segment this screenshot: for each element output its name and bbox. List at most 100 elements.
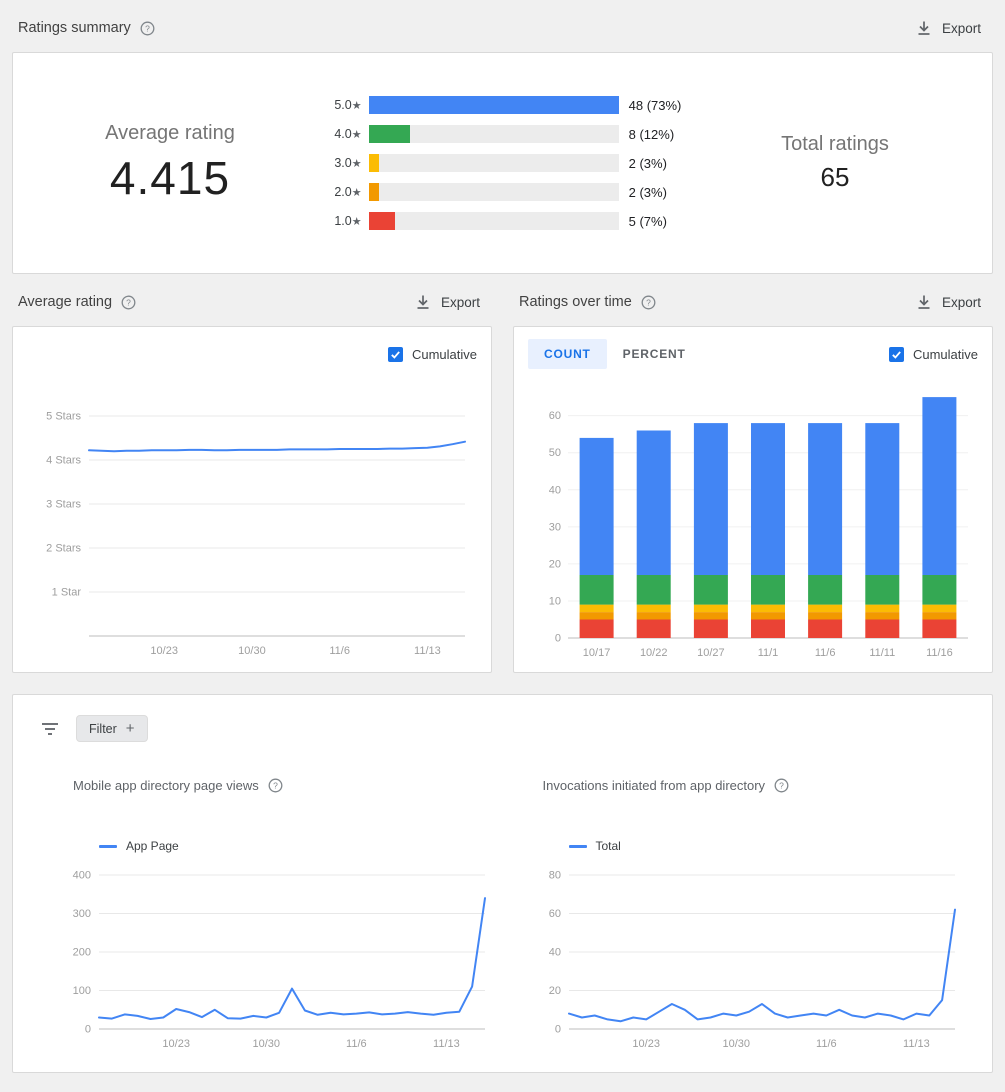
filter-row: Filter + xyxy=(33,711,972,746)
svg-text:400: 400 xyxy=(73,870,91,882)
svg-text:10: 10 xyxy=(549,595,561,607)
average-rating-card: Cumulative 1 Star 2 Stars 3 Stars 4 Stars 5 … xyxy=(12,326,492,673)
svg-text:1 Star: 1 Star xyxy=(52,587,82,599)
svg-text:60: 60 xyxy=(549,410,561,422)
total-ratings-value: 65 xyxy=(820,162,850,192)
star-level-label: 1.0★ xyxy=(334,214,362,228)
svg-text:11/16: 11/16 xyxy=(926,647,953,659)
page-views-line-chart: 0 100 200 300 400 10/23 10/30 11/6 11/13 xyxy=(73,870,486,1050)
ratings-over-time-toolbar: COUNT PERCENT Cumulative xyxy=(528,339,978,369)
star-level-label: 3.0★ xyxy=(334,156,362,170)
download-icon xyxy=(417,295,429,309)
svg-text:100: 100 xyxy=(73,985,91,997)
invocations-line-chart: 0 20 40 60 80 10/23 10/30 11/6 11/13 xyxy=(548,870,956,1050)
svg-text:30: 30 xyxy=(549,521,561,533)
svg-text:11/13: 11/13 xyxy=(414,645,441,657)
total-ratings-label: Total ratings xyxy=(781,133,889,155)
star-level-label: 5.0★ xyxy=(334,98,362,112)
average-rating-title: Average rating xyxy=(18,294,113,310)
invocations-chart-block: Invocations initiated from app directory… xyxy=(503,778,973,1060)
svg-text:5 Stars: 5 Stars xyxy=(46,411,81,423)
page-views-legend: App Page xyxy=(99,839,503,853)
rating-bar-fill xyxy=(368,96,619,114)
rating-bar-track xyxy=(368,212,619,230)
export-ratings-summary-button[interactable]: Export xyxy=(909,15,987,41)
page-views-title: Mobile app directory page views xyxy=(73,778,259,793)
help-icon[interactable]: ? xyxy=(268,778,283,793)
help-icon[interactable]: ? xyxy=(121,295,136,310)
invocations-legend: Total xyxy=(568,839,973,853)
svg-text:11/13: 11/13 xyxy=(433,1038,460,1050)
cumulative-label: Cumulative xyxy=(411,346,477,362)
rating-bar-fill xyxy=(368,212,395,230)
svg-text:200: 200 xyxy=(73,947,91,959)
rating-bar-track xyxy=(368,183,619,201)
svg-text:10/30: 10/30 xyxy=(722,1038,750,1050)
svg-text:80: 80 xyxy=(548,870,560,882)
svg-text:20: 20 xyxy=(549,558,561,570)
checkbox-checked-icon xyxy=(387,346,403,362)
average-rating-column: Average rating ? Export xyxy=(12,274,492,673)
tab-percent[interactable]: PERCENT xyxy=(607,339,702,369)
help-icon[interactable]: ? xyxy=(774,778,789,793)
rating-bar-row: 1.0★ 5 (7%) xyxy=(324,212,682,230)
invocations-title: Invocations initiated from app directory xyxy=(542,778,766,793)
rating-bar-fill xyxy=(368,154,380,172)
export-average-rating-button[interactable]: Export xyxy=(408,289,486,315)
legend-line-icon xyxy=(99,844,117,848)
average-rating-value: 4.415 xyxy=(109,151,231,204)
svg-text:10/23: 10/23 xyxy=(150,645,178,657)
cumulative-checkbox[interactable]: Cumulative xyxy=(387,346,477,362)
star-icon: ★ xyxy=(351,187,362,199)
svg-text:?: ? xyxy=(126,297,131,307)
ratings-summary-title: Ratings summary xyxy=(18,20,131,36)
svg-text:3 Stars: 3 Stars xyxy=(46,499,81,511)
star-level-label: 2.0★ xyxy=(334,185,362,199)
directory-metrics-card: Filter + Mobile app directory page views… xyxy=(12,694,993,1073)
download-icon xyxy=(918,21,930,35)
svg-text:?: ? xyxy=(273,781,278,791)
average-rating-header: Average rating ? Export xyxy=(12,274,492,326)
rating-count: 2 (3%) xyxy=(628,155,667,171)
svg-text:50: 50 xyxy=(549,447,561,459)
total-ratings-block: Total ratings 65 xyxy=(712,133,958,193)
count-percent-tabs: COUNT PERCENT xyxy=(528,339,702,369)
ratings-summary-card: Average rating 4.415 5.0★ 48 (73%) 4.0★ 8 (… xyxy=(12,52,993,274)
export-ratings-over-time-button[interactable]: Export xyxy=(909,289,987,315)
filter-chip[interactable]: Filter + xyxy=(76,715,148,742)
rating-count: 5 (7%) xyxy=(628,213,667,229)
svg-text:10/30: 10/30 xyxy=(238,645,266,657)
svg-text:?: ? xyxy=(145,23,150,33)
average-rating-toolbar: Cumulative xyxy=(27,340,477,368)
rating-count: 2 (3%) xyxy=(628,184,667,200)
rating-bar-row: 5.0★ 48 (73%) xyxy=(324,96,682,114)
help-icon[interactable]: ? xyxy=(641,295,656,310)
average-rating-line-chart: 1 Star 2 Stars 3 Stars 4 Stars 5 Stars 10/23 1… xyxy=(46,411,466,657)
ratings-over-time-card: COUNT PERCENT Cumulative 0 10 20 30 40 50 60 10… xyxy=(513,326,993,673)
bottom-charts-row: Mobile app directory page views ? App Pa… xyxy=(33,778,972,1060)
rating-bar-track xyxy=(368,154,619,172)
rating-distribution: 5.0★ 48 (73%) 4.0★ 8 (12%) 3.0★ 2 (3%) 2.0★ 2 (… xyxy=(324,96,682,230)
legend-label: App Page xyxy=(126,839,179,853)
help-icon[interactable]: ? xyxy=(140,21,155,36)
svg-text:40: 40 xyxy=(549,484,561,496)
svg-text:11/6: 11/6 xyxy=(816,1038,837,1050)
cumulative-label: Cumulative xyxy=(912,346,978,362)
filter-list-icon[interactable] xyxy=(41,722,59,736)
svg-text:60: 60 xyxy=(548,908,560,920)
legend-line-icon xyxy=(568,844,587,848)
svg-text:11/6: 11/6 xyxy=(329,645,350,657)
svg-text:11/6: 11/6 xyxy=(346,1038,367,1050)
rating-count: 48 (73%) xyxy=(628,97,682,113)
svg-text:10/30: 10/30 xyxy=(253,1038,281,1050)
tab-count[interactable]: COUNT xyxy=(528,339,607,369)
ratings-over-time-bar-chart: 0 10 20 30 40 50 60 10/17 10/22 10/27 11/1 11/6 11/1… xyxy=(549,397,968,659)
svg-text:300: 300 xyxy=(73,908,91,920)
svg-text:0: 0 xyxy=(555,633,561,645)
cumulative-checkbox[interactable]: Cumulative xyxy=(888,346,978,362)
rating-bar-track xyxy=(368,125,619,143)
star-level-label: 4.0★ xyxy=(334,127,362,141)
checkbox-checked-icon xyxy=(888,346,904,362)
star-icon: ★ xyxy=(351,158,362,170)
